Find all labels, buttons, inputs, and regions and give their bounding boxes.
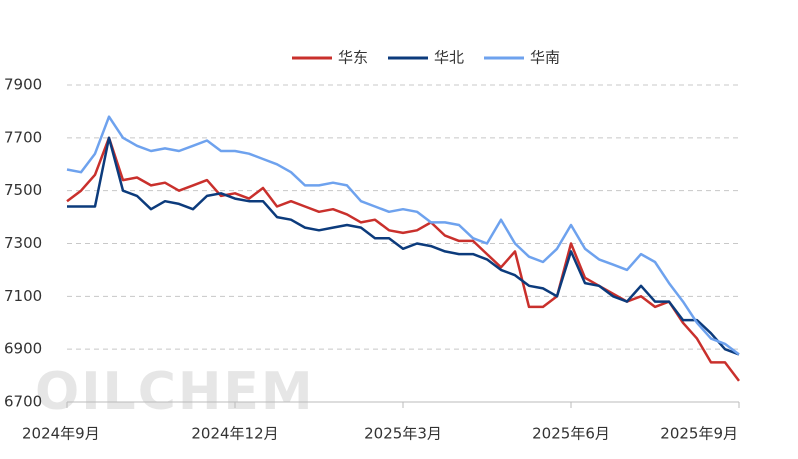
x-tick-label: 2025年6月: [532, 425, 610, 443]
series-line: [67, 136, 740, 356]
watermark: OILCHEM: [35, 362, 315, 422]
y-tick-label: 6700: [4, 393, 42, 411]
x-tick-label: 2025年3月: [364, 425, 442, 443]
y-tick-label: 7900: [4, 76, 42, 94]
x-tick-label: 2024年12月: [191, 425, 278, 443]
y-tick-label: 7300: [4, 234, 42, 252]
y-tick-label: 6900: [4, 340, 42, 358]
legend-label: 华南: [530, 49, 560, 67]
series-line: [66, 115, 740, 356]
x-tick-label: 2025年9月: [660, 425, 738, 443]
y-tick-label: 7700: [4, 128, 42, 146]
series-line: [66, 136, 740, 382]
legend-label: 华北: [434, 49, 464, 67]
y-tick-label: 7500: [4, 181, 42, 199]
x-tick-label: 2024年9月: [22, 425, 100, 443]
y-tick-label: 7100: [4, 287, 42, 305]
legend-label: 华东: [338, 49, 368, 67]
